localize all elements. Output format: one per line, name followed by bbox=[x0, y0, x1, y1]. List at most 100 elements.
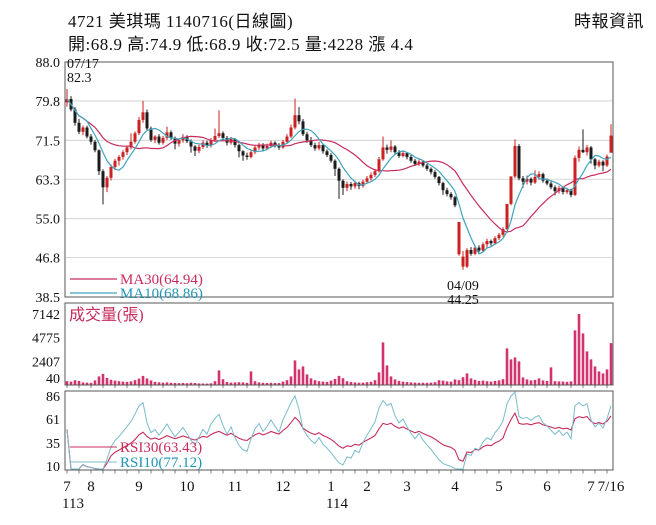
volume-bar bbox=[105, 377, 109, 385]
candle-body bbox=[249, 152, 253, 157]
candle-body bbox=[89, 136, 93, 142]
volume-bar bbox=[173, 383, 177, 385]
candle-body bbox=[461, 256, 465, 267]
candle-body bbox=[345, 184, 349, 188]
price-tick-label: 38.5 bbox=[36, 291, 61, 306]
candle-body bbox=[209, 139, 213, 146]
volume-bar bbox=[249, 371, 253, 385]
volume-bar bbox=[581, 333, 585, 385]
candle-body bbox=[577, 149, 581, 158]
candle-body bbox=[161, 137, 165, 143]
candle-body bbox=[457, 221, 461, 255]
candle-body bbox=[297, 115, 301, 122]
volume-bar bbox=[297, 369, 301, 385]
volume-bar bbox=[193, 383, 197, 385]
candle-body bbox=[437, 176, 441, 184]
month-label: 4 bbox=[451, 479, 459, 495]
volume-bar bbox=[405, 382, 409, 385]
rsi30-line bbox=[66, 411, 612, 470]
volume-bar bbox=[529, 380, 533, 385]
candle-body bbox=[565, 190, 569, 193]
candle-body bbox=[105, 177, 109, 188]
volume-bar bbox=[553, 381, 557, 385]
candle-body bbox=[509, 176, 513, 204]
ma10-line bbox=[66, 98, 612, 255]
rsi-tick-label: 86 bbox=[46, 390, 60, 405]
price-axis-labels: 88.0 79.8 71.5 63.3 55.0 46.8 38.5 bbox=[36, 56, 61, 306]
candle-body bbox=[497, 234, 501, 239]
month-label: 7 bbox=[63, 479, 71, 495]
volume-bar bbox=[313, 380, 317, 385]
volume-bar bbox=[341, 378, 345, 385]
candle-body bbox=[553, 187, 557, 192]
volume-bar bbox=[545, 380, 549, 385]
candle-body bbox=[433, 172, 437, 177]
volume-bar bbox=[357, 382, 361, 385]
rsi30-legend-label: RSI30(63.43) bbox=[120, 440, 202, 456]
candle-body bbox=[521, 178, 525, 182]
volume-bar bbox=[329, 380, 333, 385]
volume-bar bbox=[221, 379, 225, 385]
low-annotation-value: 44.25 bbox=[447, 293, 479, 308]
volume-bar bbox=[157, 382, 161, 385]
volume-bar bbox=[601, 373, 605, 385]
volume-bar bbox=[317, 381, 321, 385]
volume-bar bbox=[85, 382, 89, 385]
grid-lines bbox=[65, 100, 613, 258]
candle-body bbox=[389, 146, 393, 150]
volume-bar bbox=[73, 380, 77, 385]
candle-body bbox=[153, 136, 157, 140]
volume-bar bbox=[65, 381, 69, 385]
month-label: 11 bbox=[228, 479, 242, 495]
month-label: 1 bbox=[327, 479, 335, 495]
price-tick-label: 55.0 bbox=[36, 213, 61, 228]
candle-body bbox=[585, 147, 589, 153]
candle-body bbox=[301, 121, 305, 135]
volume-bar bbox=[469, 378, 473, 385]
price-tick-label: 79.8 bbox=[36, 95, 61, 110]
candle-body bbox=[317, 145, 321, 149]
volume-bars bbox=[65, 314, 613, 385]
month-label: 12 bbox=[276, 479, 291, 495]
candle-body bbox=[177, 140, 181, 144]
month-label: 3 bbox=[403, 479, 411, 495]
candle-body bbox=[81, 127, 85, 132]
candle-body bbox=[549, 183, 553, 188]
volume-bar bbox=[149, 380, 153, 385]
volume-bar bbox=[381, 342, 385, 385]
quote-line: 開:68.9 高:74.9 低:68.9 收:72.5 量:4228 漲 4.4 bbox=[68, 35, 414, 54]
candle-body bbox=[529, 178, 533, 183]
volume-bar bbox=[253, 381, 257, 385]
volume-bar bbox=[525, 379, 529, 385]
candle-body bbox=[541, 174, 545, 181]
candle-body bbox=[329, 155, 333, 161]
candle-body bbox=[321, 145, 325, 152]
candle-body bbox=[309, 140, 313, 146]
candle-body bbox=[341, 180, 345, 188]
candle-body bbox=[489, 240, 493, 244]
volume-tick-label: 4775 bbox=[32, 332, 60, 347]
volume-bar bbox=[257, 382, 261, 385]
volume-bar bbox=[89, 382, 93, 385]
candle-body bbox=[361, 181, 365, 186]
month-label: 2 bbox=[363, 479, 371, 495]
volume-bar bbox=[541, 380, 545, 385]
volume-bar bbox=[593, 366, 597, 385]
volume-bar bbox=[125, 381, 129, 385]
volume-bar bbox=[497, 380, 501, 385]
volume-bar bbox=[133, 380, 137, 385]
volume-panel-border bbox=[64, 302, 614, 386]
candle-body bbox=[85, 127, 89, 137]
volume-bar bbox=[417, 382, 421, 385]
panel-borders bbox=[64, 61, 614, 471]
volume-bar bbox=[429, 382, 433, 385]
candle-body bbox=[241, 151, 245, 156]
year-label: 113 bbox=[62, 496, 84, 512]
candle-body bbox=[129, 141, 133, 148]
volume-bar bbox=[77, 380, 81, 385]
candle-body bbox=[289, 127, 293, 137]
volume-bar bbox=[453, 379, 457, 385]
month-label: 7 bbox=[587, 479, 595, 495]
candle-body bbox=[493, 238, 497, 244]
